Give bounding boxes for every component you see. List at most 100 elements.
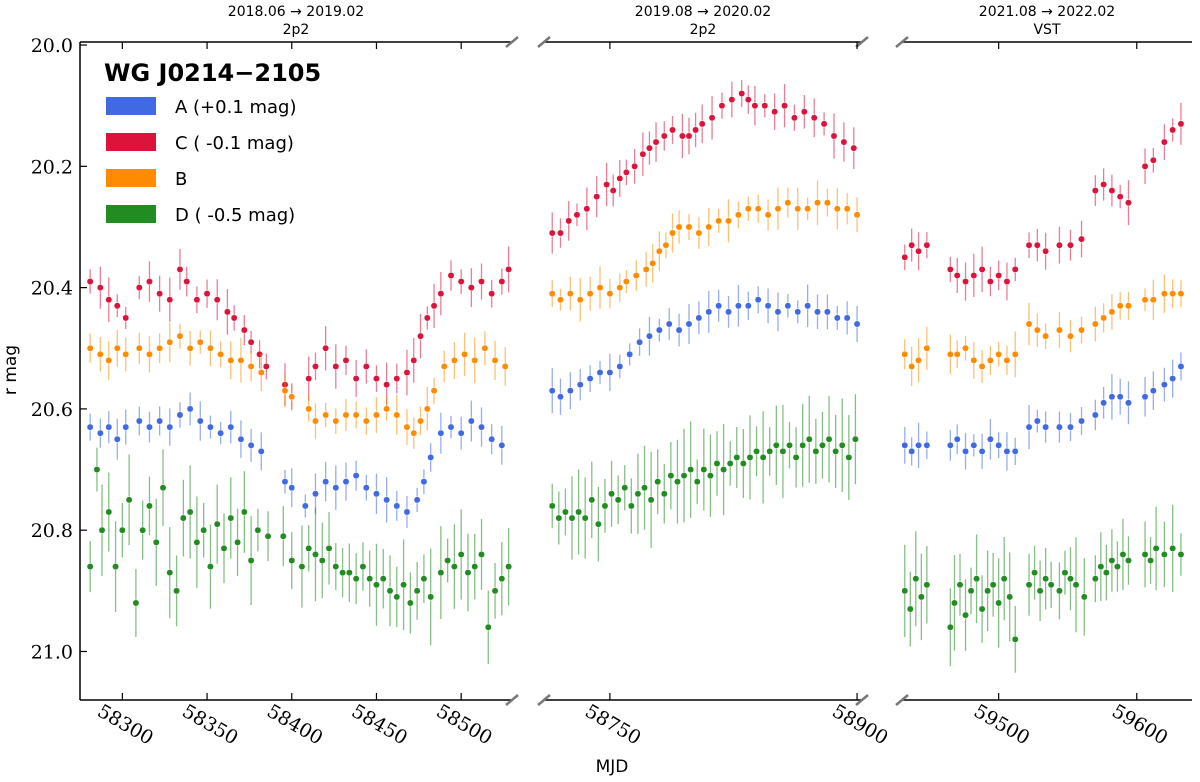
data-point [247,363,255,370]
data-point [576,296,584,304]
data-point [978,265,986,273]
data-point [726,460,734,467]
data-point [478,551,485,558]
data-point [1055,587,1063,595]
legend-swatch-d [106,205,156,223]
data-point [715,217,723,225]
data-point [622,278,630,285]
data-point [345,569,353,577]
data-point [193,538,201,546]
data-point [206,344,214,352]
data-point [484,623,492,631]
data-point [744,96,752,104]
data-point [118,526,126,534]
data-point [254,526,262,534]
series-b-panel-3 [902,274,1185,387]
data-point [122,423,130,431]
data-point [200,526,208,534]
data-point [774,308,782,316]
data-point [555,514,563,522]
data-point [754,205,762,213]
data-point [771,108,779,116]
data-point [96,350,104,358]
data-point [989,581,997,589]
data-point [105,423,113,431]
data-point [359,563,367,571]
data-point [946,265,954,273]
data-point [420,478,428,486]
data-point [706,472,714,480]
data-point [279,532,287,540]
data-point [923,581,931,589]
data-point [230,314,238,322]
data-point [700,466,708,473]
data-point [1125,557,1132,564]
data-point [832,447,840,455]
data-point [312,363,319,370]
legend-swatch-c [106,133,156,151]
data-point [626,350,634,358]
data-point [173,587,181,595]
data-point [146,278,153,285]
data-point [576,381,584,389]
data-point [1000,575,1008,583]
data-point [669,229,676,237]
data-point [105,508,113,516]
series-d-panel-2 [548,394,859,562]
data-point [203,290,211,298]
data-point [305,375,313,383]
data-point [1102,569,1110,577]
data-point [262,363,270,370]
data-point [457,551,465,558]
data-point [1169,126,1177,134]
data-point [1100,399,1108,407]
data-point [206,423,214,431]
data-point [234,538,242,546]
data-point [565,217,573,225]
data-point [995,272,1003,279]
data-point [586,375,594,383]
data-point [1149,387,1157,395]
data-point [669,126,676,134]
data-point [1141,551,1149,558]
data-point [1011,447,1019,455]
data-point [608,490,616,498]
data-point [819,441,826,449]
data-point [430,387,438,395]
data-point [1055,423,1063,431]
panel-1-date-range: 2018.06 → 2019.02 [228,4,364,20]
data-point [440,363,448,370]
data-point [823,308,831,316]
data-point [393,375,401,383]
data-point [213,296,221,304]
data-point [135,284,143,292]
data-point [705,223,713,231]
data-point [312,417,319,425]
data-point [810,114,818,122]
data-point [946,350,954,358]
data-point [1078,417,1085,425]
data-point [406,599,414,607]
data-point [457,278,465,285]
data-point [649,259,657,267]
axis-break-marker [895,694,909,706]
data-point [1091,575,1099,583]
data-point [764,211,772,219]
data-point [581,514,589,522]
x-tick-label: 59600 [1108,700,1171,749]
data-point [166,296,174,304]
data-point [305,405,313,413]
data-point [362,417,370,425]
data-point [1100,314,1108,322]
data-point [734,211,742,219]
data-point [183,278,191,285]
data-point [764,302,772,310]
data-point [902,441,909,449]
data-point [305,544,313,552]
data-point [1160,138,1168,146]
data-point [457,429,465,437]
data-point [685,132,693,140]
data-point [674,478,681,486]
data-point [196,338,204,346]
data-point [978,447,986,455]
